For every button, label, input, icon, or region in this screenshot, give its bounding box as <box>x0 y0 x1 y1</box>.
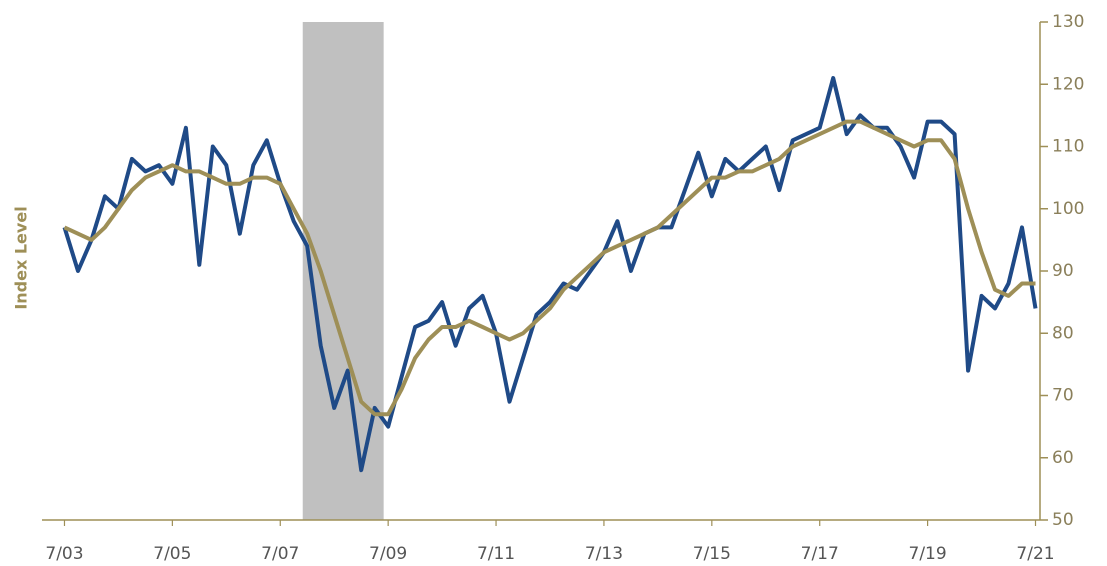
y-tick-label: 110 <box>1052 137 1084 157</box>
x-tick-label: 7/21 <box>1016 544 1054 564</box>
y-tick-label: 130 <box>1052 12 1084 32</box>
y-tick-label: 100 <box>1052 199 1084 219</box>
y-axis-label: Index Level <box>12 206 31 309</box>
y-tick-label: 70 <box>1052 386 1074 406</box>
y-tick-label: 90 <box>1052 261 1074 281</box>
recession-shade <box>302 22 384 520</box>
y-tick-label: 60 <box>1052 448 1074 468</box>
x-tick-label: 7/05 <box>153 544 191 564</box>
series-line <box>63 119 1036 417</box>
x-tick-label: 7/09 <box>369 544 407 564</box>
x-tick-label: 7/07 <box>261 544 299 564</box>
x-tick-label: 7/13 <box>585 544 623 564</box>
y-tick-label: 50 <box>1052 510 1074 530</box>
y-tick-label: 80 <box>1052 323 1074 343</box>
x-tick-label: 7/15 <box>693 544 731 564</box>
x-tick-label: 7/19 <box>909 544 947 564</box>
y-tick-label: 120 <box>1052 74 1084 94</box>
x-tick-label: 7/11 <box>477 544 515 564</box>
x-tick-label: 7/17 <box>801 544 839 564</box>
x-tick-label: 7/03 <box>45 544 83 564</box>
